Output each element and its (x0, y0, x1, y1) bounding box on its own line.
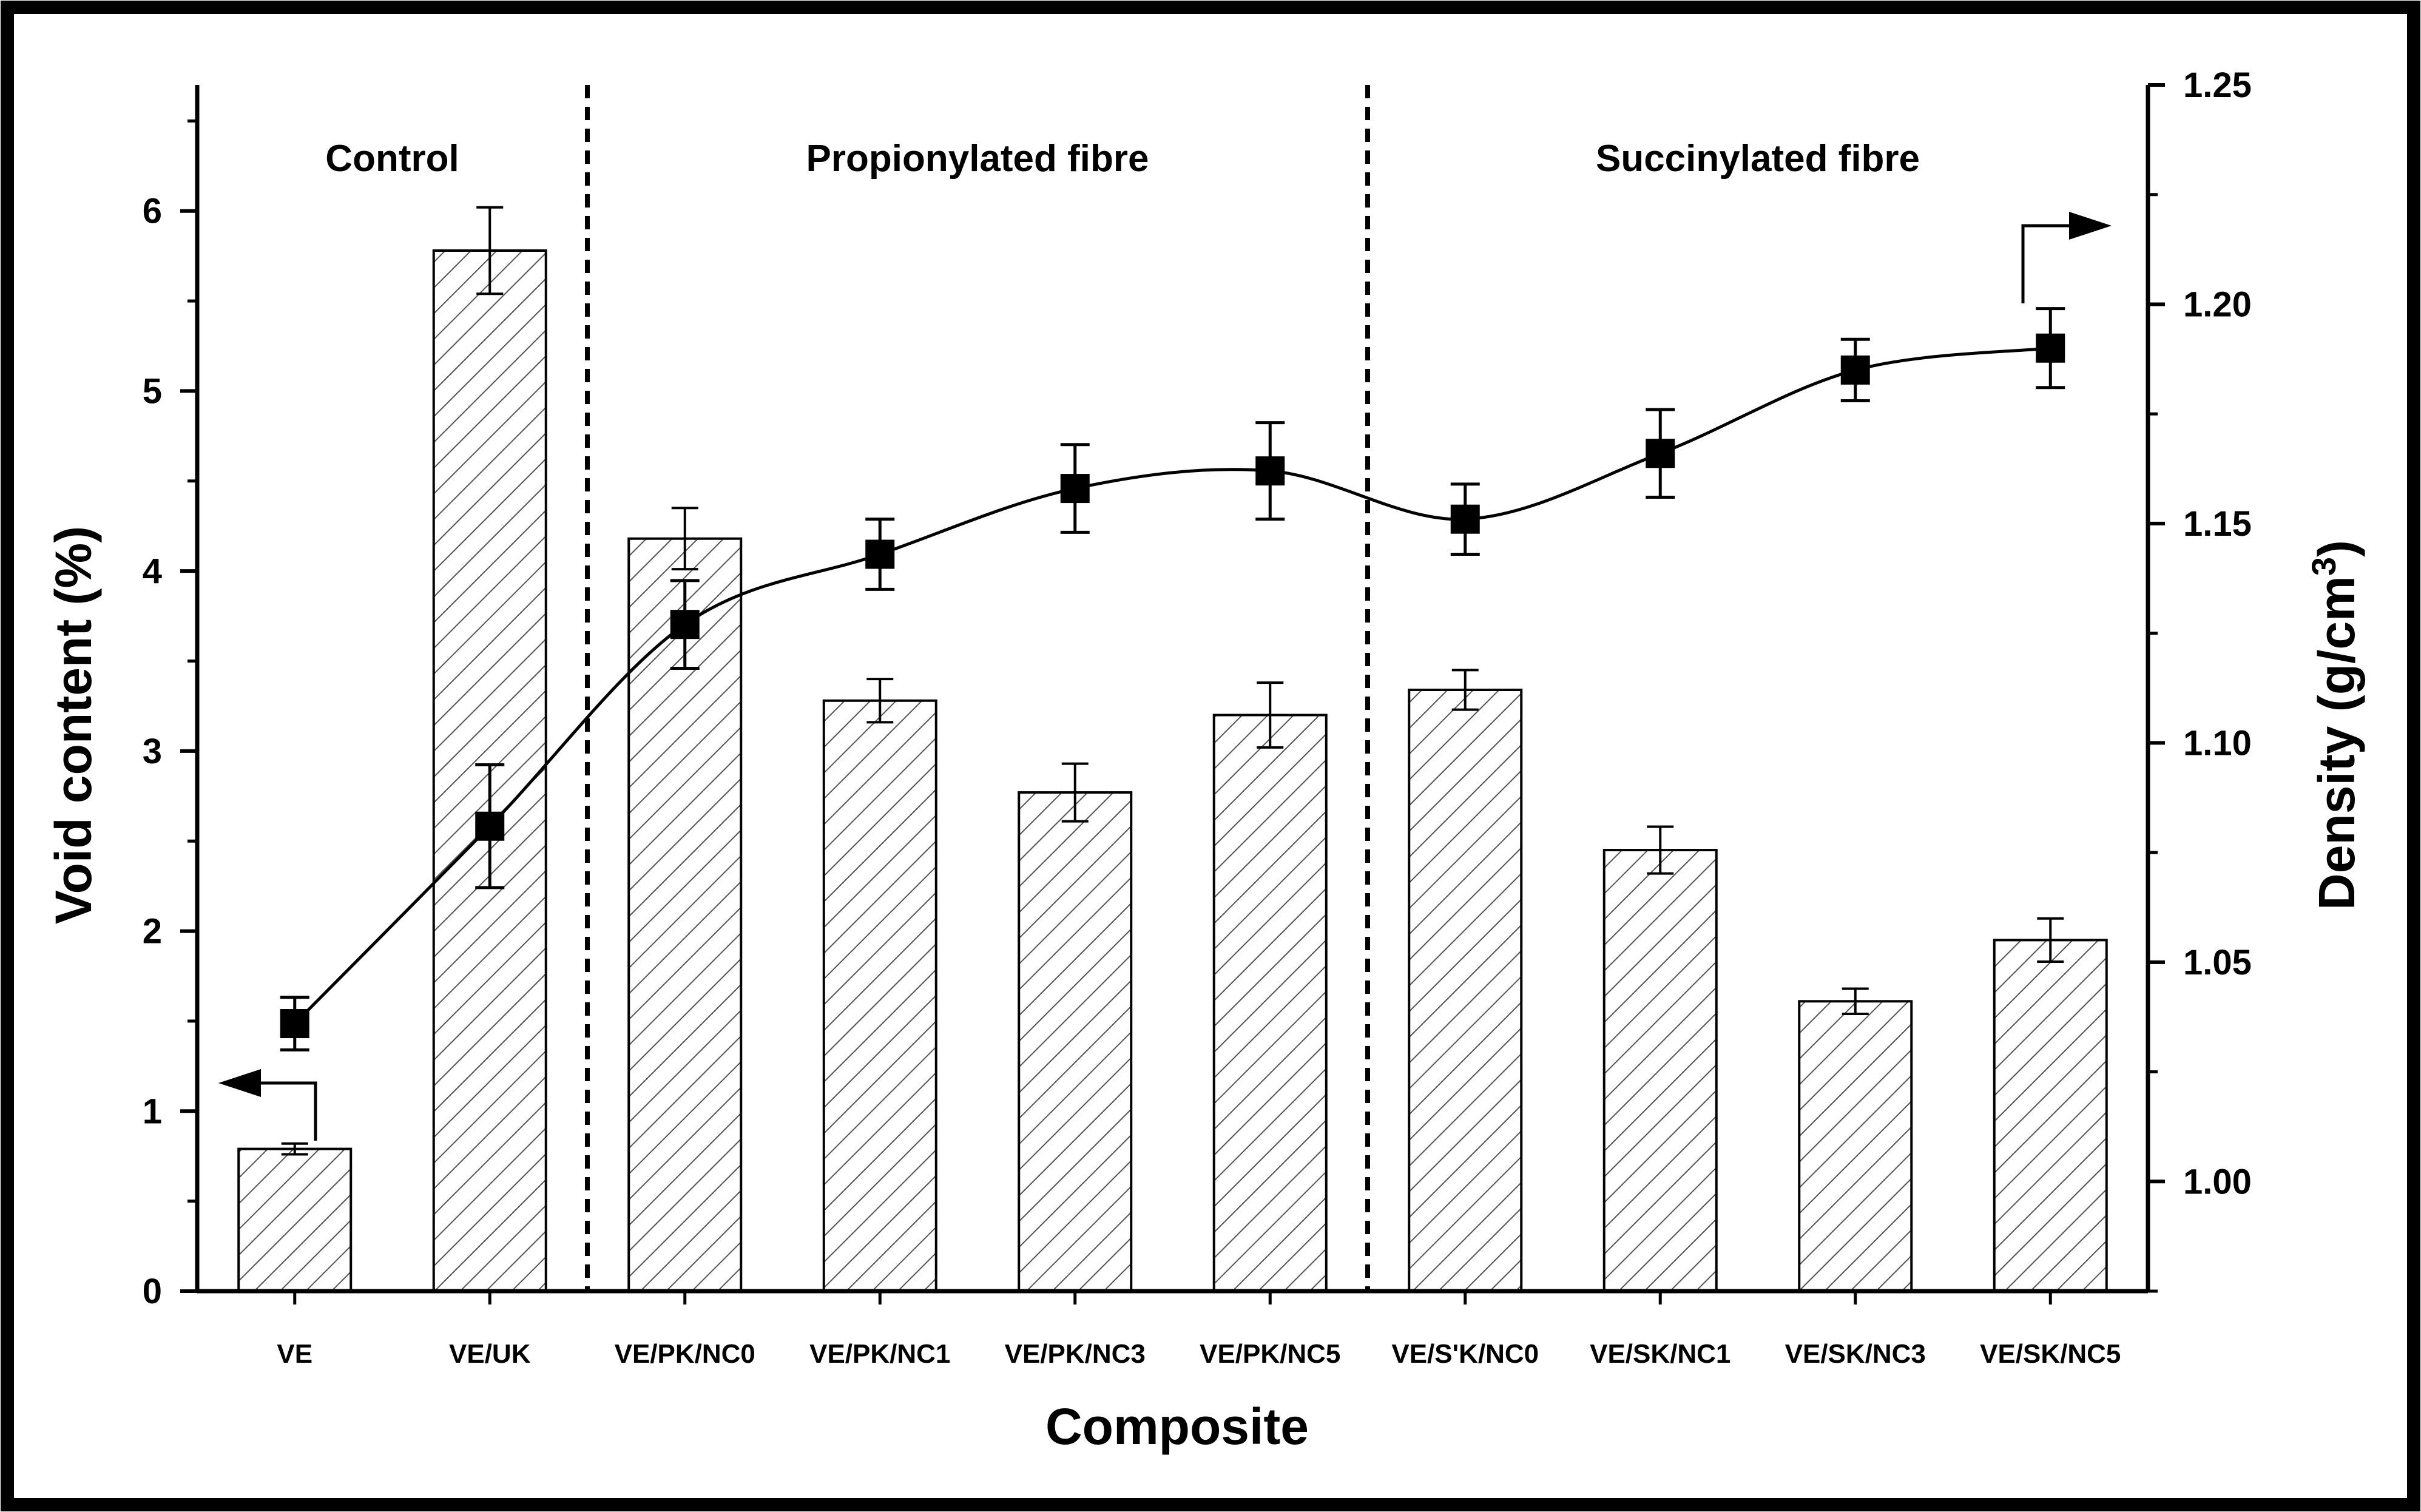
y-tick-label-4: 4 (143, 552, 162, 591)
density-curve (293, 346, 2051, 1025)
bar-6 (1408, 688, 1523, 1292)
density-point-8 (1840, 355, 1870, 385)
y-tick-label-6: 6 (143, 192, 162, 231)
x-tick-label-1: VE/UK (449, 1339, 531, 1369)
y2-axis-title-superscript: 3 (2305, 557, 2343, 576)
bar-3 (822, 699, 937, 1292)
axes-layer (180, 83, 2165, 1304)
x-tick-label-8: VE/SK/NC3 (1785, 1339, 1926, 1369)
density-point-1 (475, 811, 505, 841)
y-tick-label-5: 5 (143, 371, 162, 411)
x-tick-label-7: VE/SK/NC1 (1590, 1339, 1730, 1369)
y2-tick-label-1: 1.05 (2183, 943, 2252, 982)
group-dividers (585, 85, 1370, 1291)
bar-9 (1993, 939, 2108, 1292)
right-axis-arrow-head (2069, 212, 2112, 240)
group-label-1: Propionylated fibre (806, 138, 1149, 180)
x-axis-title: Composite (1045, 1398, 1309, 1455)
y2-tick-label-3: 1.15 (2183, 504, 2252, 544)
density-point-0 (280, 1009, 309, 1039)
x-tick-label-6: VE/S'K/NC0 (1391, 1339, 1539, 1369)
y-tick-label-3: 3 (143, 732, 162, 771)
density-point-9 (2036, 333, 2065, 363)
labels-layer: 0 1 2 3 4 5 6 1.00 1.05 1.10 1.15 1.20 1.25 VE VE/UK VE… (143, 66, 2252, 1369)
bars-layer (237, 206, 2108, 1293)
y2-axis-title-close: ) (2308, 540, 2365, 557)
y2-axis-title: Density (g/cm3) (2305, 540, 2366, 910)
y-tick-label-2: 2 (143, 912, 162, 951)
x-tick-label-5: VE/PK/NC5 (1200, 1339, 1340, 1369)
y2-axis-title-main: Density (g/cm (2308, 576, 2365, 910)
density-point-3 (865, 539, 895, 569)
y2-tick-label-0: 1.00 (2183, 1162, 2252, 1201)
y-tick-label-0: 0 (143, 1272, 162, 1311)
right-axis-arrow-icon (2021, 212, 2112, 303)
density-point-6 (1450, 504, 1480, 534)
density-point-5 (1255, 456, 1285, 486)
y2-tick-label-5: 1.25 (2183, 66, 2252, 105)
density-line-layer (280, 307, 2065, 1051)
x-tick-label-9: VE/SK/NC5 (1980, 1339, 2121, 1369)
group-label-2: Succinylated fibre (1596, 138, 1920, 180)
left-axis-arrow-stem (261, 1081, 317, 1141)
x-tick-label-0: VE (277, 1339, 312, 1369)
y-tick-label-1: 1 (143, 1092, 162, 1131)
density-point-4 (1060, 474, 1090, 504)
group-label-0: Control (325, 138, 459, 180)
x-tick-label-2: VE/PK/NC0 (615, 1339, 755, 1369)
bar-0 (237, 1147, 353, 1292)
y2-tick-label-2: 1.10 (2183, 723, 2252, 763)
bar-7 (1602, 849, 1718, 1292)
x-tick-label-4: VE/PK/NC3 (1005, 1339, 1146, 1369)
y2-tick-label-4: 1.20 (2183, 285, 2252, 324)
left-axis-arrow-head (218, 1069, 261, 1097)
x-tick-label-3: VE/PK/NC1 (809, 1339, 950, 1369)
bar-4 (1018, 791, 1133, 1293)
bar-8 (1798, 1000, 1913, 1293)
density-point-2 (670, 610, 700, 640)
left-axis-arrow-icon (218, 1069, 317, 1141)
y-axis-title: Void content (%) (45, 526, 102, 924)
right-axis-arrow-stem (2021, 224, 2069, 303)
density-point-7 (1646, 439, 1675, 468)
bar-5 (1212, 714, 1328, 1292)
